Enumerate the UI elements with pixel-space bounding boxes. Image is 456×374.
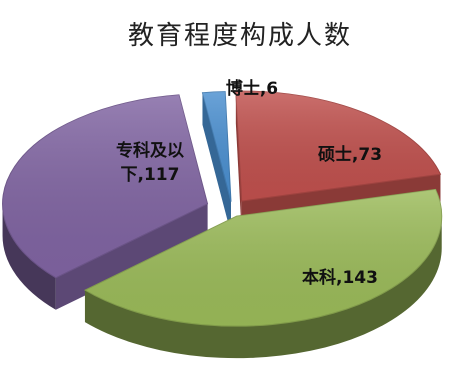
pie-slice xyxy=(83,188,443,359)
slice-label-line: 下,117 xyxy=(121,165,180,185)
slice-label-line: 博士,6 xyxy=(226,78,278,99)
slice-labels: 博士,6 硕士,73 本科,143 专科及以下,117 xyxy=(116,78,382,288)
pie-slice-wall xyxy=(202,92,231,234)
pie-slice xyxy=(2,94,209,310)
slice-label: 专科及以下,117 xyxy=(116,140,184,185)
slice-label-line: 专科及以 xyxy=(116,140,184,161)
slice-label: 硕士,73 xyxy=(318,144,382,165)
slice-label: 博士,6 xyxy=(226,78,278,99)
slice-label: 本科,143 xyxy=(302,267,378,288)
pie-slice-gloss xyxy=(84,189,442,327)
pie-slice-side xyxy=(84,216,442,359)
slice-label-line: 硕士,73 xyxy=(318,144,382,165)
pie-slice-gloss xyxy=(2,94,208,278)
pie-slice-gloss xyxy=(202,91,231,202)
slice-label-line: 本科,143 xyxy=(302,267,378,288)
pie-slice xyxy=(201,91,232,234)
pie-slice-side xyxy=(2,203,56,310)
pie-slices xyxy=(2,90,443,359)
pie-slice-gloss xyxy=(235,91,441,202)
pie-slice-wall xyxy=(55,203,208,310)
chart-title: 教育程度构成人数 xyxy=(128,21,352,51)
